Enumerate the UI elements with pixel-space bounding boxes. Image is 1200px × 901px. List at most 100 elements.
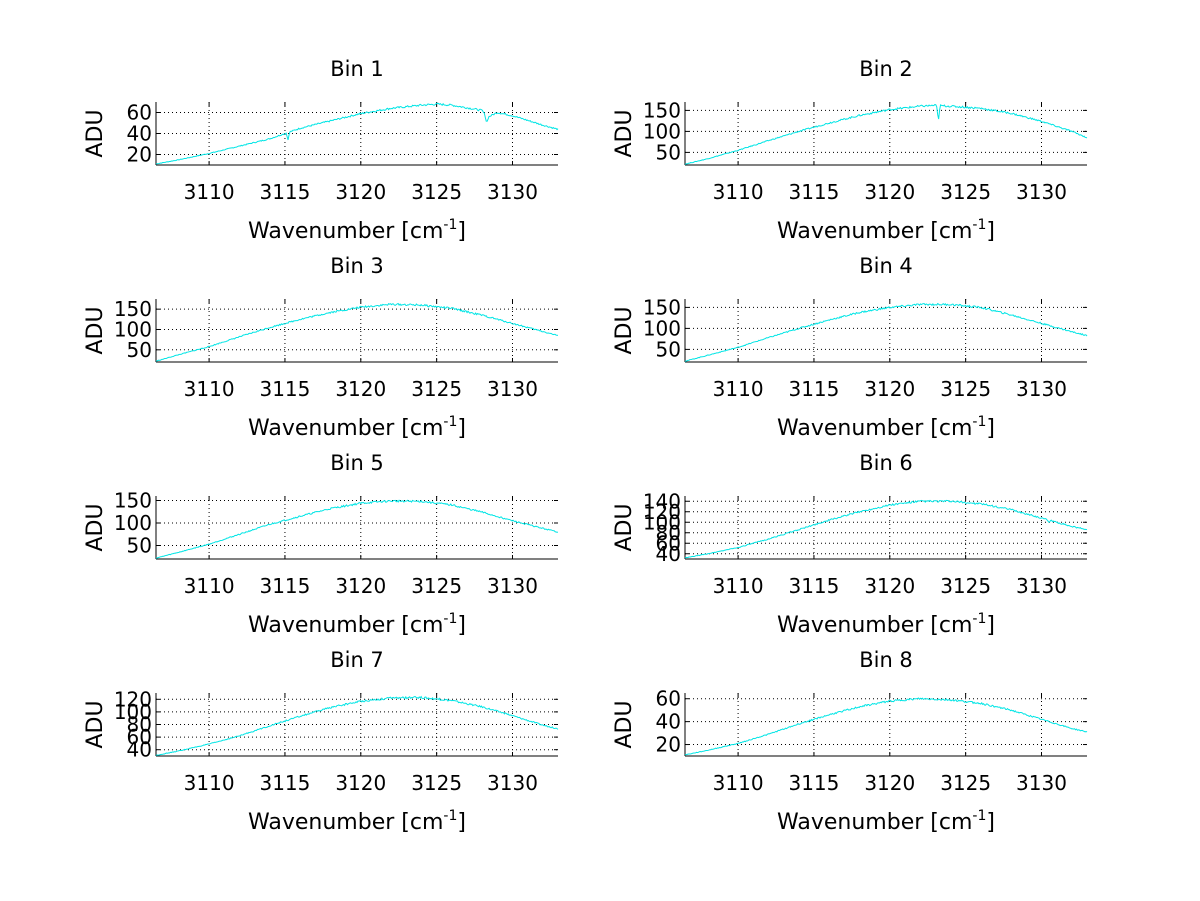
x-tick-label: 3130	[1016, 180, 1067, 204]
x-axis-label-main: Wavenumber [cm	[248, 810, 443, 835]
x-tick-label: 3120	[864, 771, 915, 795]
x-axis-label-close: ]	[986, 219, 995, 244]
subplot-title: Bin 6	[859, 451, 913, 475]
data-trace-bin-2	[684, 104, 1088, 165]
y-tick-label: 150	[114, 297, 152, 321]
x-axis-label-main: Wavenumber [cm	[248, 613, 443, 638]
x-axis-label: Wavenumber [cm-1]	[248, 217, 466, 244]
x-tick-label: 3110	[713, 771, 764, 795]
x-tick-label: 3115	[259, 377, 310, 401]
y-tick-label: 40	[656, 542, 681, 566]
subplot-title: Bin 5	[330, 451, 384, 475]
y-tick-label: 140	[643, 489, 681, 513]
x-axis-label-main: Wavenumber [cm	[248, 219, 443, 244]
x-axis-label-main: Wavenumber [cm	[777, 613, 972, 638]
x-tick-label: 3125	[411, 180, 462, 204]
x-axis-label-main: Wavenumber [cm	[248, 416, 443, 441]
x-tick-label: 3115	[259, 574, 310, 598]
subplot-title: Bin 2	[859, 57, 913, 81]
x-tick-label: 3110	[184, 771, 235, 795]
y-axis-label: ADU	[612, 109, 637, 157]
x-tick-label: 3130	[487, 377, 538, 401]
x-tick-label: 3115	[788, 180, 839, 204]
y-tick-label: 120	[114, 687, 152, 711]
x-tick-label: 3125	[940, 377, 991, 401]
x-axis-label: Wavenumber [cm-1]	[777, 808, 995, 835]
x-axis-label-exponent: -1	[443, 217, 457, 233]
x-tick-label: 3110	[184, 180, 235, 204]
x-tick-label: 3130	[1016, 377, 1067, 401]
x-tick-label: 3130	[487, 771, 538, 795]
x-tick-label: 3120	[335, 771, 386, 795]
data-trace-bin-8	[684, 697, 1088, 756]
x-axis-label-main: Wavenumber [cm	[777, 219, 972, 244]
data-trace-bin-4	[684, 302, 1088, 362]
y-tick-label: 40	[127, 122, 152, 146]
y-tick-label: 100	[643, 119, 681, 143]
x-axis-label-exponent: -1	[972, 217, 986, 233]
subplot-title: Bin 8	[859, 648, 913, 672]
y-tick-label: 20	[656, 733, 681, 757]
y-axis-label: ADU	[83, 503, 108, 551]
y-tick-label: 100	[643, 510, 681, 534]
x-axis-label-close: ]	[986, 810, 995, 835]
x-tick-label: 3125	[940, 771, 991, 795]
x-axis-label: Wavenumber [cm-1]	[248, 808, 466, 835]
x-axis-label-close: ]	[457, 416, 466, 441]
x-tick-label: 3115	[788, 574, 839, 598]
x-tick-label: 3130	[487, 574, 538, 598]
x-tick-label: 3125	[411, 574, 462, 598]
subplot-title: Bin 4	[859, 254, 913, 278]
y-axis-label: ADU	[612, 306, 637, 354]
y-axis-label: ADU	[83, 700, 108, 748]
x-axis-label: Wavenumber [cm-1]	[777, 414, 995, 441]
y-tick-label: 50	[127, 534, 152, 558]
y-axis-label: ADU	[83, 109, 108, 157]
x-axis-label: Wavenumber [cm-1]	[777, 217, 995, 244]
y-tick-label: 50	[127, 338, 152, 362]
x-axis-label-exponent: -1	[972, 611, 986, 627]
x-axis-label-close: ]	[457, 613, 466, 638]
x-tick-label: 3110	[713, 377, 764, 401]
y-tick-label: 60	[656, 531, 681, 555]
y-axis-label: ADU	[612, 700, 637, 748]
y-tick-label: 40	[127, 738, 152, 762]
subplot-title: Bin 3	[330, 254, 384, 278]
x-tick-label: 3130	[487, 180, 538, 204]
y-tick-label: 40	[656, 710, 681, 734]
y-tick-label: 100	[114, 511, 152, 535]
x-axis-label-close: ]	[986, 613, 995, 638]
x-axis-label-exponent: -1	[443, 414, 457, 430]
x-tick-label: 3130	[1016, 771, 1067, 795]
x-tick-label: 3115	[788, 771, 839, 795]
x-tick-label: 3110	[184, 377, 235, 401]
y-tick-label: 20	[127, 143, 152, 167]
data-trace-bin-6	[684, 499, 1088, 559]
y-tick-label: 100	[114, 700, 152, 724]
x-axis-label-exponent: -1	[443, 611, 457, 627]
x-tick-label: 3120	[864, 377, 915, 401]
x-axis-label-close: ]	[457, 219, 466, 244]
x-axis-label-exponent: -1	[972, 808, 986, 824]
x-tick-label: 3125	[411, 771, 462, 795]
y-tick-label: 50	[656, 140, 681, 164]
y-tick-label: 150	[643, 98, 681, 122]
x-axis-label: Wavenumber [cm-1]	[777, 611, 995, 638]
y-tick-label: 80	[656, 521, 681, 545]
x-axis-label-close: ]	[457, 810, 466, 835]
x-axis-label: Wavenumber [cm-1]	[248, 414, 466, 441]
x-axis-label-exponent: -1	[443, 808, 457, 824]
x-tick-label: 3120	[335, 574, 386, 598]
data-trace-bin-7	[155, 695, 559, 756]
x-tick-label: 3110	[184, 574, 235, 598]
y-tick-label: 80	[127, 713, 152, 737]
y-tick-label: 120	[643, 500, 681, 524]
